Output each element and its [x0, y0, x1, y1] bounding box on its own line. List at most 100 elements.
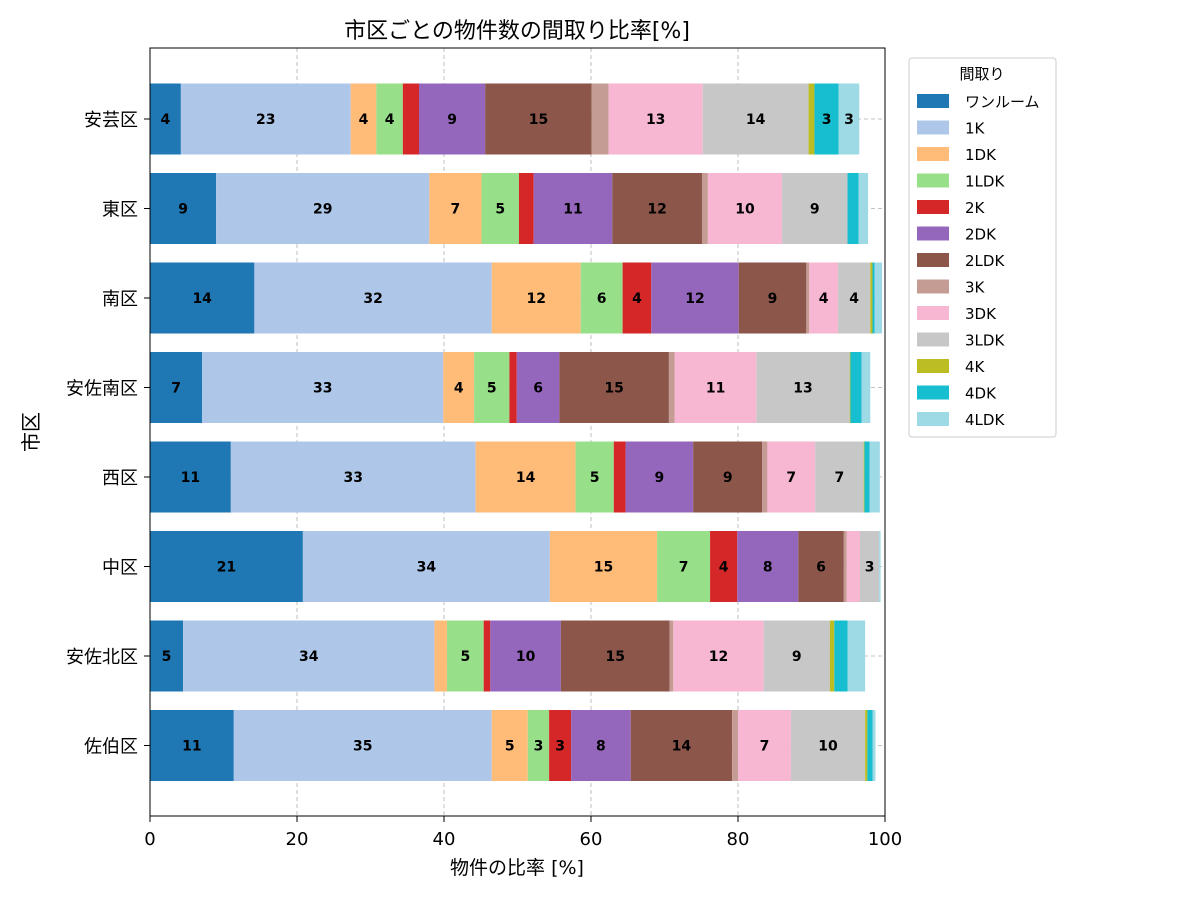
bar-value-label: 3	[844, 112, 854, 128]
bar-segment	[668, 352, 675, 423]
bar-value-label: 29	[313, 202, 332, 218]
x-axis-label: 物件の比率 [%]	[450, 857, 584, 879]
bar-segment	[434, 620, 447, 692]
bar-segment	[490, 620, 561, 692]
bar-value-label: 12	[685, 291, 704, 307]
x-tick-label: 80	[727, 829, 750, 850]
legend-entry-label: 4K	[965, 358, 986, 376]
bar-segment	[202, 352, 444, 423]
bar-value-label: 9	[723, 470, 733, 486]
y-tick-label: 佐伯区	[84, 737, 138, 758]
bar-value-label: 11	[563, 202, 582, 218]
bar-segment	[808, 83, 815, 155]
bar-segment	[180, 83, 351, 155]
bar-segment	[429, 173, 482, 244]
bar-value-label: 6	[533, 381, 543, 397]
bar-value-label: 7	[786, 470, 796, 486]
legend-entry-label: 1LDK	[965, 173, 1005, 191]
bar-segment	[874, 262, 883, 334]
legend-entry-label: 4LDK	[965, 411, 1005, 429]
bar-value-label: 21	[217, 560, 236, 576]
bar-segment	[710, 531, 738, 602]
bar-segment	[762, 441, 768, 513]
legend-entry-label: 4DK	[965, 385, 997, 403]
bar-segment	[865, 710, 868, 781]
bar-segment	[150, 83, 181, 155]
bar-segment	[860, 531, 880, 602]
bar-value-label: 14	[746, 112, 766, 128]
bar-value-label: 8	[763, 560, 773, 576]
legend-swatch	[917, 359, 949, 373]
bar-segment	[376, 83, 403, 155]
bar-segment	[150, 620, 184, 692]
bar-segment	[738, 262, 807, 334]
bar-segment	[485, 83, 592, 155]
bar-segment	[806, 262, 810, 334]
bar-segment	[858, 173, 869, 244]
bar-segment	[575, 441, 614, 513]
bar-segment	[674, 352, 757, 423]
legend-swatch	[917, 412, 949, 426]
bar-segment	[580, 262, 623, 334]
bar-segment	[608, 83, 703, 155]
bar-segment	[837, 262, 871, 334]
bar-value-label: 15	[529, 112, 548, 128]
bar-value-label: 3	[822, 112, 832, 128]
bar-segment	[872, 262, 875, 334]
bar-segment	[302, 531, 550, 602]
bar-segment	[809, 262, 838, 334]
bar-value-label: 3	[555, 739, 565, 755]
bar-segment	[630, 710, 733, 781]
bar-value-label: 4	[849, 291, 859, 307]
legend-entry-label: ワンルーム	[965, 93, 1040, 111]
bar-segment	[150, 710, 234, 781]
bar-value-label: 10	[818, 739, 838, 755]
y-axis-label: 市区	[19, 412, 43, 452]
y-tick-label: 安芸区	[84, 110, 138, 131]
bar-value-label: 5	[162, 649, 172, 665]
bar-value-label: 9	[178, 202, 188, 218]
bar-segment	[483, 620, 491, 692]
bar-value-label: 7	[171, 381, 181, 397]
bar-segment	[613, 441, 626, 513]
legend: 間取り ワンルーム 1K 1DK 1LDK 2K 2DK 2LDK 3K 3DK 3LDK 4K 4D…	[908, 57, 1057, 438]
bar-value-label: 4	[632, 291, 642, 307]
bar-segment	[863, 441, 865, 513]
bar-value-label: 12	[527, 291, 546, 307]
bar-value-label: 7	[451, 202, 461, 218]
bar-value-label: 4	[385, 112, 395, 128]
bar-segment	[518, 173, 534, 244]
bar-value-label: 4	[161, 112, 171, 128]
y-tick-label: 東区	[102, 200, 138, 221]
legend-entry-label: 2DK	[965, 226, 997, 244]
bar-segment	[763, 620, 830, 692]
bar-value-label: 15	[594, 560, 613, 576]
bar-segment	[230, 441, 476, 513]
bar-segment	[879, 531, 881, 602]
bar-value-label: 13	[646, 112, 665, 128]
bar-value-label: 11	[182, 739, 201, 755]
x-tick-label: 0	[144, 829, 155, 850]
legend-entry-label: 3LDK	[965, 332, 1005, 350]
legend-swatch	[917, 226, 949, 241]
bar-value-label: 14	[192, 291, 212, 307]
bar-segment	[869, 441, 880, 513]
x-tick-label: 60	[580, 829, 603, 850]
legend-swatch	[917, 279, 949, 294]
bar-segment	[707, 173, 783, 244]
y-tick-label: 安佐北区	[66, 647, 138, 668]
legend-swatch	[917, 332, 949, 347]
bar-segment	[702, 83, 809, 155]
bar-segment	[847, 173, 859, 244]
bar-segment	[814, 83, 839, 155]
bar-value-label: 12	[647, 202, 666, 218]
bar-value-label: 12	[709, 649, 728, 665]
bar-segment	[183, 620, 435, 692]
bar-value-label: 11	[181, 470, 200, 486]
bar-value-label: 14	[516, 470, 536, 486]
legend-swatch	[917, 306, 949, 320]
bar-value-label: 33	[343, 470, 362, 486]
bar-value-label: 4	[719, 560, 729, 576]
